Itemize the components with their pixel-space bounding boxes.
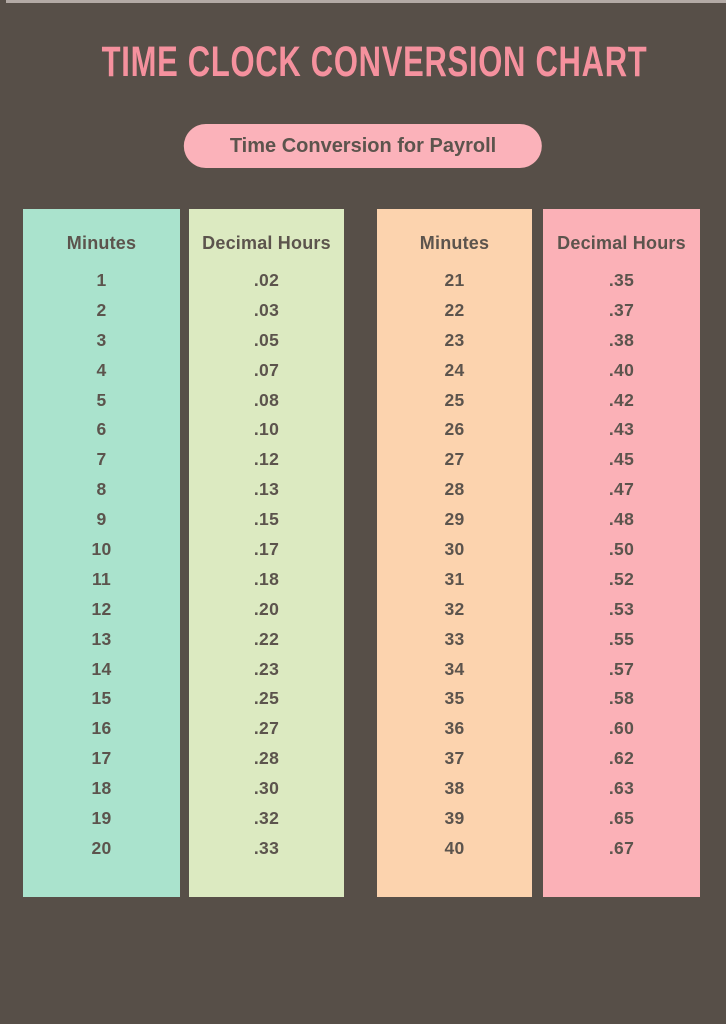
decimal-hours-cell: .65 — [608, 808, 635, 829]
column-minutes-21-40: Minutes 21 22 23 24 25 26 27 28 29 30 31 32 33 34 35 36 3… — [377, 209, 532, 897]
minutes-cell: 34 — [444, 658, 465, 679]
minutes-cell: 36 — [444, 718, 465, 739]
minutes-cell: 30 — [444, 539, 465, 560]
decimal-hours-cell: .35 — [608, 270, 635, 290]
minutes-cell: 33 — [444, 628, 465, 649]
decimal-hours-cell: .53 — [608, 598, 635, 619]
minutes-cell: 6 — [96, 419, 107, 440]
top-edge-strip — [6, 0, 726, 3]
decimal-hours-cell: .67 — [608, 837, 635, 858]
minutes-cell: 38 — [444, 778, 465, 799]
minutes-cell: 9 — [96, 509, 107, 530]
minutes-cell: 13 — [91, 628, 112, 649]
minutes-cell: 35 — [444, 688, 465, 709]
decimal-hours-cell: .10 — [253, 419, 280, 440]
minutes-cell: 19 — [91, 808, 112, 829]
minutes-cell: 32 — [444, 598, 465, 619]
decimal-hours-cell: .08 — [253, 389, 280, 410]
minutes-cell: 22 — [444, 299, 465, 320]
decimal-hours-cell: .58 — [608, 688, 635, 709]
minutes-cell: 27 — [444, 449, 465, 470]
decimal-hours-cell: .63 — [608, 778, 635, 799]
decimal-hours-cell: .33 — [253, 837, 280, 858]
minutes-cell: 10 — [91, 539, 112, 560]
decimal-hours-cell: .43 — [608, 419, 635, 440]
minutes-cell: 1 — [96, 270, 107, 290]
minutes-cell: 28 — [444, 479, 465, 500]
minutes-cell: 7 — [96, 449, 107, 470]
decimal-hours-cell: .40 — [608, 359, 635, 380]
minutes-cell: 37 — [444, 748, 465, 769]
decimal-hours-cell: .30 — [253, 778, 280, 799]
decimal-hours-cell: .32 — [253, 808, 280, 829]
column-header: Decimal Hours — [202, 233, 331, 253]
decimal-hours-cell: .60 — [608, 718, 635, 739]
minutes-cell: 39 — [444, 808, 465, 829]
column-values: .35 .37 .38 .40 .42 .43 .45 .47 .48 .50 .52 .53 .55.… — [543, 266, 700, 864]
decimal-hours-cell: .12 — [253, 449, 280, 470]
column-header: Minutes — [419, 233, 490, 253]
minutes-cell: 3 — [96, 329, 107, 350]
minutes-cell: 18 — [91, 778, 112, 799]
decimal-hours-cell: .05 — [253, 329, 280, 350]
column-values: 21 22 23 24 25 26 27 28 29 30 31 32 33 34 35 36 37 38 39 40 — [377, 266, 532, 864]
minutes-cell: 5 — [96, 389, 107, 410]
minutes-cell: 40 — [444, 837, 465, 858]
subtitle-badge-label: Time Conversion for Payroll — [229, 135, 497, 157]
minutes-cell: 11 — [91, 568, 112, 589]
minutes-cell: 2 — [96, 299, 107, 320]
decimal-hours-cell: .20 — [253, 598, 280, 619]
decimal-hours-cell: .13 — [253, 479, 280, 500]
column-values: 1 2 3 4 5 6 7 8 9 10 11 12 13 14 15 16 17 18 19 20 — [23, 266, 180, 864]
column-decimal-1-20: Decimal Hours .02 .03 .05 .07 .08 .10 .12 .13 .15… — [189, 209, 344, 897]
minutes-cell: 12 — [91, 598, 112, 619]
column-minutes-1-20: Minutes 1 2 3 4 5 6 7 8 9 10 11 12 13 14 15 16 17 18 19 20 — [23, 209, 180, 897]
decimal-hours-cell: .38 — [608, 329, 635, 350]
decimal-hours-cell: .18 — [253, 568, 280, 589]
decimal-hours-cell: .45 — [608, 449, 635, 470]
minutes-cell: 24 — [444, 359, 465, 380]
decimal-hours-cell: .52 — [608, 568, 635, 589]
minutes-cell: 23 — [444, 329, 465, 350]
minutes-cell: 17 — [91, 748, 112, 769]
minutes-cell: 15 — [91, 688, 112, 709]
decimal-hours-cell: .03 — [253, 299, 280, 320]
decimal-hours-cell: .57 — [608, 658, 635, 679]
decimal-hours-cell: .25 — [253, 688, 280, 709]
column-decimal-21-40: Decimal Hours .35 .37 .38 .40 .42 .43 .45 .47 .48… — [543, 209, 700, 897]
decimal-hours-cell: .22 — [253, 628, 280, 649]
decimal-hours-cell: .62 — [608, 748, 635, 769]
minutes-cell: 31 — [444, 568, 465, 589]
decimal-hours-cell: .42 — [608, 389, 635, 410]
decimal-hours-cell: .48 — [608, 509, 635, 530]
decimal-hours-cell: .50 — [608, 539, 635, 560]
decimal-hours-cell: .07 — [253, 359, 280, 380]
minutes-cell: 29 — [444, 509, 465, 530]
minutes-cell: 8 — [96, 479, 107, 500]
page-title: TIME CLOCK CONVERSION CHART — [101, 38, 648, 86]
column-values: .02 .03 .05 .07 .08 .10 .12 .13 .15 .17 .18 .20 .22.… — [189, 266, 344, 864]
minutes-cell: 25 — [444, 389, 465, 410]
column-header: Minutes — [66, 233, 137, 253]
subtitle-badge: Time Conversion for Payroll — [183, 124, 543, 168]
minutes-cell: 21 — [444, 270, 465, 290]
decimal-hours-cell: .27 — [253, 718, 280, 739]
minutes-cell: 4 — [96, 359, 107, 380]
decimal-hours-cell: .55 — [608, 628, 635, 649]
decimal-hours-cell: .15 — [253, 509, 280, 530]
decimal-hours-cell: .47 — [608, 479, 635, 500]
minutes-cell: 20 — [91, 837, 112, 858]
decimal-hours-cell: .37 — [608, 299, 635, 320]
decimal-hours-cell: .23 — [253, 658, 280, 679]
minutes-cell: 14 — [91, 658, 112, 679]
decimal-hours-cell: .28 — [253, 748, 280, 769]
minutes-cell: 16 — [91, 718, 112, 739]
decimal-hours-cell: .02 — [253, 270, 280, 290]
column-header: Decimal Hours — [557, 233, 686, 253]
minutes-cell: 26 — [444, 419, 465, 440]
decimal-hours-cell: .17 — [253, 539, 280, 560]
